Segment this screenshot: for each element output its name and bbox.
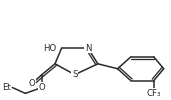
Text: HO: HO bbox=[43, 44, 57, 52]
Text: CF₃: CF₃ bbox=[147, 89, 161, 98]
Text: O: O bbox=[29, 79, 35, 88]
Text: S: S bbox=[72, 70, 77, 79]
Text: N: N bbox=[85, 44, 91, 52]
Text: O: O bbox=[38, 83, 45, 92]
Text: Et: Et bbox=[2, 83, 11, 92]
